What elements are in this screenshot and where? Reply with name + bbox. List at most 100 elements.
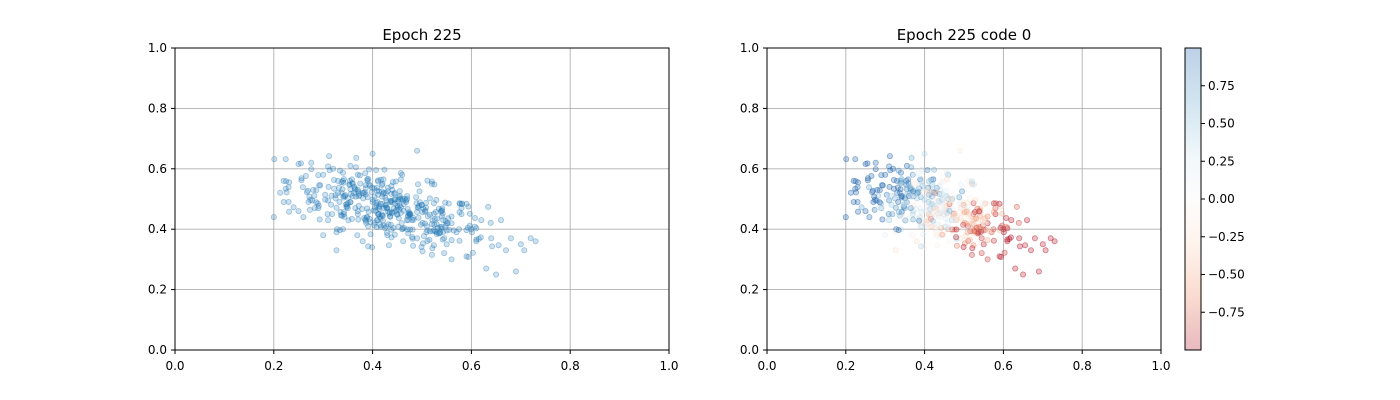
scatter-point bbox=[871, 193, 878, 200]
scatter-point bbox=[910, 188, 917, 195]
scatter-point bbox=[399, 195, 406, 202]
scatter-point bbox=[433, 221, 440, 228]
scatter-point bbox=[384, 184, 391, 191]
scatter-point bbox=[334, 189, 341, 196]
scatter-point bbox=[395, 215, 402, 222]
scatter-point bbox=[960, 221, 967, 228]
scatter-point bbox=[431, 216, 438, 223]
scatter-point bbox=[391, 200, 398, 207]
scatter-point bbox=[913, 238, 920, 245]
scatter-point bbox=[404, 195, 411, 202]
colorbar-tick-label: −0.25 bbox=[1208, 230, 1245, 244]
scatter-point bbox=[295, 160, 302, 167]
scatter-point bbox=[362, 216, 369, 223]
scatter-point bbox=[415, 204, 422, 211]
scatter-point bbox=[1031, 235, 1038, 242]
scatter-point bbox=[420, 233, 427, 240]
scatter-point bbox=[310, 186, 317, 193]
scatter-point bbox=[445, 200, 452, 207]
scatter-point bbox=[405, 217, 412, 224]
scatter-point bbox=[365, 243, 372, 250]
scatter-point bbox=[382, 201, 389, 208]
scatter-point bbox=[967, 211, 974, 218]
scatter-point bbox=[383, 204, 390, 211]
scatter-point bbox=[465, 253, 472, 260]
scatter-point bbox=[385, 242, 392, 249]
scatter-point bbox=[395, 223, 402, 230]
scatter-point bbox=[1008, 217, 1015, 224]
scatter-point bbox=[298, 175, 305, 182]
scatter-point bbox=[341, 193, 348, 200]
scatter-point bbox=[359, 238, 366, 245]
scatter-point bbox=[1004, 225, 1011, 232]
scatter-point bbox=[966, 236, 973, 243]
scatter-point bbox=[438, 213, 445, 220]
scatter-point bbox=[892, 204, 899, 211]
scatter-point bbox=[308, 159, 315, 166]
scatter-point bbox=[416, 188, 423, 195]
scatter-point bbox=[400, 207, 407, 214]
scatter-point bbox=[939, 189, 946, 196]
scatter-point bbox=[320, 171, 327, 178]
scatter-point bbox=[886, 153, 893, 160]
scatter-point bbox=[984, 256, 991, 263]
scatter-point bbox=[384, 208, 391, 215]
y-tick-label: 0.0 bbox=[148, 343, 167, 357]
scatter-point bbox=[339, 177, 346, 184]
scatter-point bbox=[403, 197, 410, 204]
scatter-point bbox=[458, 200, 465, 207]
scatter-point bbox=[421, 208, 428, 215]
scatter-point bbox=[316, 182, 323, 189]
scatter-point bbox=[975, 230, 982, 237]
scatter-point bbox=[369, 184, 376, 191]
scatter-point bbox=[879, 216, 886, 223]
scatter-point bbox=[429, 228, 436, 235]
scatter-point bbox=[879, 182, 886, 189]
scatter-point bbox=[360, 190, 367, 197]
scatter-point bbox=[978, 235, 985, 242]
scatter-point bbox=[430, 200, 437, 207]
scatter-point bbox=[426, 211, 433, 218]
scatter-point bbox=[958, 214, 965, 221]
scatter-point bbox=[355, 216, 362, 223]
scatter-point bbox=[886, 197, 893, 204]
scatter-point bbox=[379, 201, 386, 208]
scatter-point bbox=[998, 203, 1005, 210]
scatter-point bbox=[512, 268, 519, 275]
scatter-point bbox=[905, 215, 912, 222]
scatter-point bbox=[379, 212, 386, 219]
scatter-point bbox=[414, 147, 421, 154]
scatter-point bbox=[959, 188, 966, 195]
x-axis-ticks: 0.0 0.2 0.4 0.6 0.8 1.0 bbox=[757, 350, 1171, 373]
scatter-point bbox=[366, 181, 373, 188]
scatter-point bbox=[290, 204, 297, 211]
y-tick-label: 0.8 bbox=[148, 101, 167, 115]
scatter-point bbox=[1035, 268, 1042, 275]
scatter-point bbox=[870, 187, 877, 194]
scatter-point bbox=[387, 213, 394, 220]
scatter-point bbox=[918, 166, 925, 173]
scatter-point bbox=[466, 210, 473, 217]
scatter-point bbox=[325, 217, 332, 224]
scatter-point bbox=[448, 213, 455, 220]
scatter-point bbox=[343, 203, 350, 210]
scatter-point bbox=[448, 256, 455, 263]
scatter-point bbox=[339, 186, 346, 193]
scatter-point bbox=[935, 213, 942, 220]
scatter-point bbox=[458, 211, 465, 218]
scatter-point bbox=[433, 196, 440, 203]
scatter-point bbox=[401, 195, 408, 202]
scatter-point bbox=[406, 209, 413, 216]
scatter-plot-epoch: Epoch 225 0.0 0.2 0.4 0.6 0.8 1.0 0.00.20.40.… bbox=[148, 26, 679, 373]
scatter-point bbox=[434, 224, 441, 231]
scatter-point bbox=[431, 221, 438, 228]
scatter-point bbox=[435, 230, 442, 237]
scatter-point bbox=[306, 206, 313, 213]
scatter-point bbox=[440, 217, 447, 224]
scatter-point bbox=[439, 205, 446, 212]
scatter-point bbox=[853, 189, 860, 196]
scatter-point bbox=[990, 200, 997, 207]
scatter-point bbox=[443, 227, 450, 234]
scatter-point bbox=[339, 226, 346, 233]
plot-frame bbox=[174, 47, 670, 351]
